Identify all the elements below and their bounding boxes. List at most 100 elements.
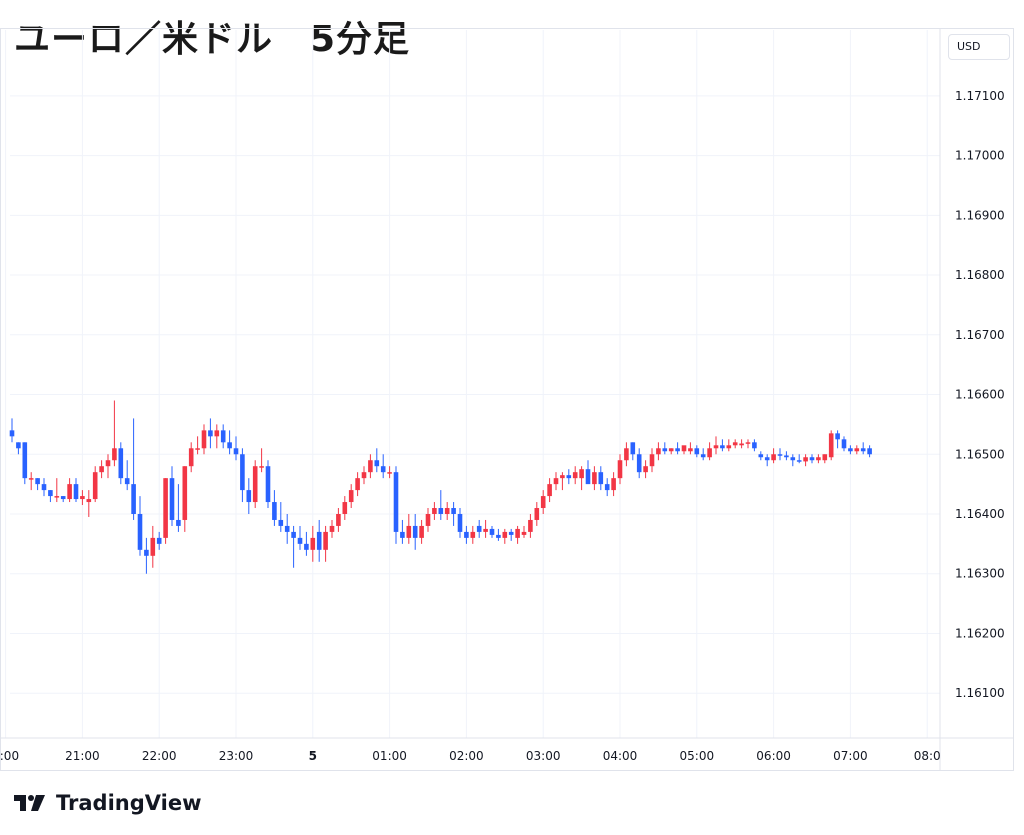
candle[interactable] (323, 525, 328, 562)
candle[interactable] (662, 442, 668, 455)
candle[interactable] (649, 448, 655, 473)
candle[interactable] (86, 490, 92, 517)
candle[interactable] (54, 478, 60, 503)
candle[interactable] (848, 445, 853, 455)
candle[interactable] (777, 448, 783, 461)
candle[interactable] (470, 525, 476, 544)
candle[interactable] (425, 508, 431, 532)
candle[interactable] (515, 525, 520, 544)
candle[interactable] (835, 430, 840, 449)
candle[interactable] (668, 448, 674, 455)
candle[interactable] (803, 454, 808, 467)
candle[interactable] (393, 466, 399, 544)
candle[interactable] (604, 478, 610, 497)
candle[interactable] (643, 460, 648, 479)
candle[interactable] (387, 466, 392, 479)
candle[interactable] (534, 502, 540, 526)
candle[interactable] (483, 519, 488, 538)
candle[interactable] (124, 460, 130, 491)
candle[interactable] (105, 454, 111, 479)
candle[interactable] (867, 445, 872, 458)
candle[interactable] (227, 430, 232, 455)
candle[interactable] (73, 478, 79, 503)
candle[interactable] (598, 466, 604, 491)
candle[interactable] (28, 472, 34, 491)
candle[interactable] (784, 451, 789, 461)
candle[interactable] (790, 454, 796, 467)
candle[interactable] (342, 496, 348, 520)
candle[interactable] (681, 445, 687, 455)
candle[interactable] (304, 531, 309, 556)
candle[interactable] (739, 439, 744, 449)
candle[interactable] (169, 466, 175, 526)
candle[interactable] (374, 448, 380, 473)
candle[interactable] (368, 454, 373, 479)
candle[interactable] (752, 439, 757, 452)
candle[interactable] (630, 442, 636, 461)
candle[interactable] (137, 496, 143, 556)
candle[interactable] (278, 502, 284, 532)
candle[interactable] (675, 442, 680, 455)
candle[interactable] (540, 490, 546, 514)
candle[interactable] (860, 442, 866, 455)
candle[interactable] (336, 508, 341, 532)
candle[interactable] (150, 525, 156, 568)
candle[interactable] (508, 528, 514, 541)
candle[interactable] (80, 490, 85, 506)
candle[interactable] (496, 528, 501, 541)
candle[interactable] (560, 472, 565, 491)
candle[interactable] (745, 439, 751, 449)
candle[interactable] (214, 424, 220, 449)
candle[interactable] (656, 442, 661, 461)
candle[interactable] (841, 436, 847, 452)
candle[interactable] (758, 451, 764, 461)
candle[interactable] (489, 525, 495, 538)
candle[interactable] (854, 445, 860, 455)
candle[interactable] (412, 513, 418, 550)
candle[interactable] (361, 466, 367, 485)
candle[interactable] (502, 528, 508, 544)
candle[interactable] (624, 442, 629, 467)
candle[interactable] (22, 442, 28, 485)
candle[interactable] (771, 448, 776, 464)
candle[interactable] (809, 454, 815, 464)
candle[interactable] (451, 502, 456, 526)
candle[interactable] (60, 496, 66, 503)
candle[interactable] (419, 519, 424, 544)
candle[interactable] (380, 454, 386, 479)
candle[interactable] (297, 525, 303, 550)
candle[interactable] (163, 478, 168, 544)
candle[interactable] (611, 472, 616, 497)
candle[interactable] (99, 460, 104, 479)
candle[interactable] (764, 454, 770, 467)
candle[interactable] (240, 448, 245, 503)
candle[interactable] (188, 442, 194, 473)
candle[interactable] (259, 448, 264, 473)
candle[interactable] (579, 466, 584, 491)
candle[interactable] (348, 484, 354, 509)
candle[interactable] (617, 454, 623, 485)
candle[interactable] (444, 502, 450, 520)
candle[interactable] (816, 454, 821, 464)
candle[interactable] (118, 442, 124, 485)
candle[interactable] (329, 519, 335, 538)
candle[interactable] (713, 436, 719, 455)
candle[interactable] (316, 519, 322, 562)
candle[interactable] (92, 466, 98, 503)
candle[interactable] (35, 478, 40, 491)
candle[interactable] (355, 472, 360, 497)
candle[interactable] (265, 460, 271, 509)
candle[interactable] (592, 466, 597, 491)
candle[interactable] (246, 478, 252, 514)
candle[interactable] (822, 454, 828, 464)
candle[interactable] (201, 424, 207, 455)
candle[interactable] (48, 490, 53, 503)
candle[interactable] (521, 525, 527, 538)
candle[interactable] (796, 454, 802, 464)
candle[interactable] (272, 490, 277, 526)
candle[interactable] (284, 513, 290, 544)
candle[interactable] (688, 442, 693, 455)
candle[interactable] (131, 418, 136, 520)
candle[interactable] (233, 436, 239, 461)
candle[interactable] (572, 466, 578, 485)
